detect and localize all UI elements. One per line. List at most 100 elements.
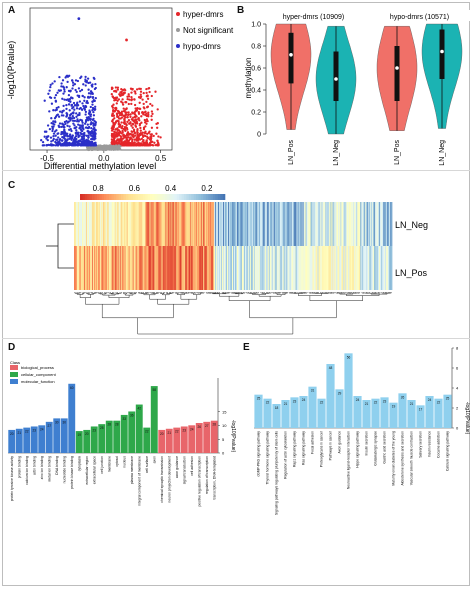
- kegg-bar-category: Signaling pathways regulating pluripoten…: [275, 431, 279, 515]
- heatmap-cell: [196, 202, 198, 246]
- heatmap-cell: [113, 246, 116, 290]
- kegg-bar-value: 29: [338, 391, 342, 395]
- heatmap-cell: [278, 202, 281, 246]
- go-bar-category: neuron projection development: [167, 456, 171, 503]
- volcano-point: [145, 100, 148, 104]
- volcano-point: [141, 140, 144, 143]
- panel-label-b: B: [237, 5, 245, 16]
- volcano-point: [64, 122, 67, 126]
- heatmap-legend-swatch: [121, 194, 124, 200]
- volcano-point: [137, 111, 140, 114]
- volcano-point: [79, 128, 83, 131]
- go-bar-category: signal transduction: [182, 456, 186, 484]
- volcano-point: [91, 137, 94, 140]
- kegg-bar-value: 22: [266, 401, 270, 405]
- heatmap-legend-swatch: [145, 194, 148, 200]
- kegg-bar: [362, 400, 371, 428]
- go-bar: [53, 418, 61, 453]
- heatmap-cell: [194, 202, 196, 246]
- volcano-point: [111, 148, 114, 151]
- volcano-point: [128, 122, 131, 125]
- volcano-point: [121, 131, 124, 134]
- kegg-bar: [416, 405, 425, 428]
- heatmap-cell: [165, 202, 167, 246]
- heatmap-cell: [277, 202, 280, 246]
- heatmap-cell: [159, 202, 161, 246]
- heatmap-cell: [217, 202, 219, 246]
- kegg-bar-value: 56: [347, 355, 351, 359]
- heatmap-cell: [312, 202, 314, 246]
- heatmap-cell: [185, 202, 187, 246]
- volcano-point: [140, 121, 143, 124]
- heatmap-cell: [122, 246, 125, 290]
- heatmap-cell: [356, 202, 358, 246]
- volcano-point: [68, 109, 71, 112]
- volcano-point: [84, 84, 87, 87]
- heatmap-cell: [323, 202, 325, 246]
- kegg-bar: [254, 394, 263, 428]
- violin-iqr-box: [439, 29, 445, 79]
- heatmap-legend-swatch: [208, 194, 211, 200]
- heatmap-cell: [327, 246, 329, 290]
- heatmap-cell: [130, 202, 133, 246]
- volcano-point: [138, 119, 141, 122]
- volcano-point: [74, 88, 77, 92]
- heatmap-cell: [124, 202, 127, 246]
- go-bar: [23, 427, 31, 453]
- heatmap-cell: [285, 246, 288, 290]
- volcano-point: [135, 120, 138, 123]
- heatmap-cell: [248, 246, 251, 290]
- heatmap-cell: [164, 246, 166, 290]
- heatmap-cell: [134, 202, 137, 246]
- heatmap-cell: [280, 246, 283, 290]
- heatmap-cell: [182, 202, 184, 246]
- heatmap-cell: [163, 202, 165, 246]
- volcano-point: [61, 135, 64, 139]
- heatmap-cell: [329, 202, 331, 246]
- kegg-bar-value: 31: [311, 389, 315, 393]
- heatmap-cell: [76, 202, 79, 246]
- volcano-point: [80, 88, 84, 92]
- volcano-point: [149, 102, 152, 106]
- heatmap-cell: [128, 246, 131, 290]
- go-bar-category: calcium ion binding: [25, 456, 29, 485]
- kegg-bar: [335, 389, 344, 428]
- volcano-point: [150, 141, 153, 144]
- go-bar-value: 22: [145, 430, 149, 434]
- volcano-point: [47, 143, 50, 147]
- volcano-point: [71, 136, 74, 140]
- volcano-point: [78, 127, 81, 130]
- heatmap-cell: [358, 246, 360, 290]
- volcano-point: [139, 93, 142, 96]
- column-dendrogram-branch: [276, 293, 286, 295]
- heatmap-cell: [345, 202, 347, 246]
- heatmap-cell: [256, 246, 259, 290]
- volcano-point: [129, 115, 132, 119]
- volcano-point: [128, 132, 132, 136]
- volcano-point: [126, 144, 130, 147]
- heatmap-cell: [215, 202, 217, 246]
- heatmap-legend-swatch: [125, 194, 129, 200]
- heatmap-cell: [284, 246, 287, 290]
- heatmap-cell: [115, 202, 118, 246]
- heatmap-cell: [337, 246, 339, 290]
- volcano-point: [82, 104, 85, 108]
- heatmap-cell: [230, 246, 232, 290]
- volcano-point: [89, 92, 93, 95]
- volcano-point: [133, 141, 136, 144]
- heatmap-cell: [164, 202, 166, 246]
- go-legend-swatch: [10, 372, 18, 377]
- heatmap-cell: [345, 246, 347, 290]
- heatmap-cell: [156, 246, 158, 290]
- volcano-point: [60, 82, 63, 85]
- heatmap-cell: [132, 246, 135, 290]
- heatmap-cell: [331, 202, 333, 246]
- heatmap-cell: [219, 246, 221, 290]
- volcano-point: [123, 127, 127, 130]
- heatmap-cell: [233, 246, 235, 290]
- volcano-point: [141, 135, 145, 139]
- volcano-point: [64, 142, 68, 145]
- heatmap-cell: [172, 202, 174, 246]
- volcano-point: [151, 112, 154, 116]
- volcano-point: [130, 96, 133, 99]
